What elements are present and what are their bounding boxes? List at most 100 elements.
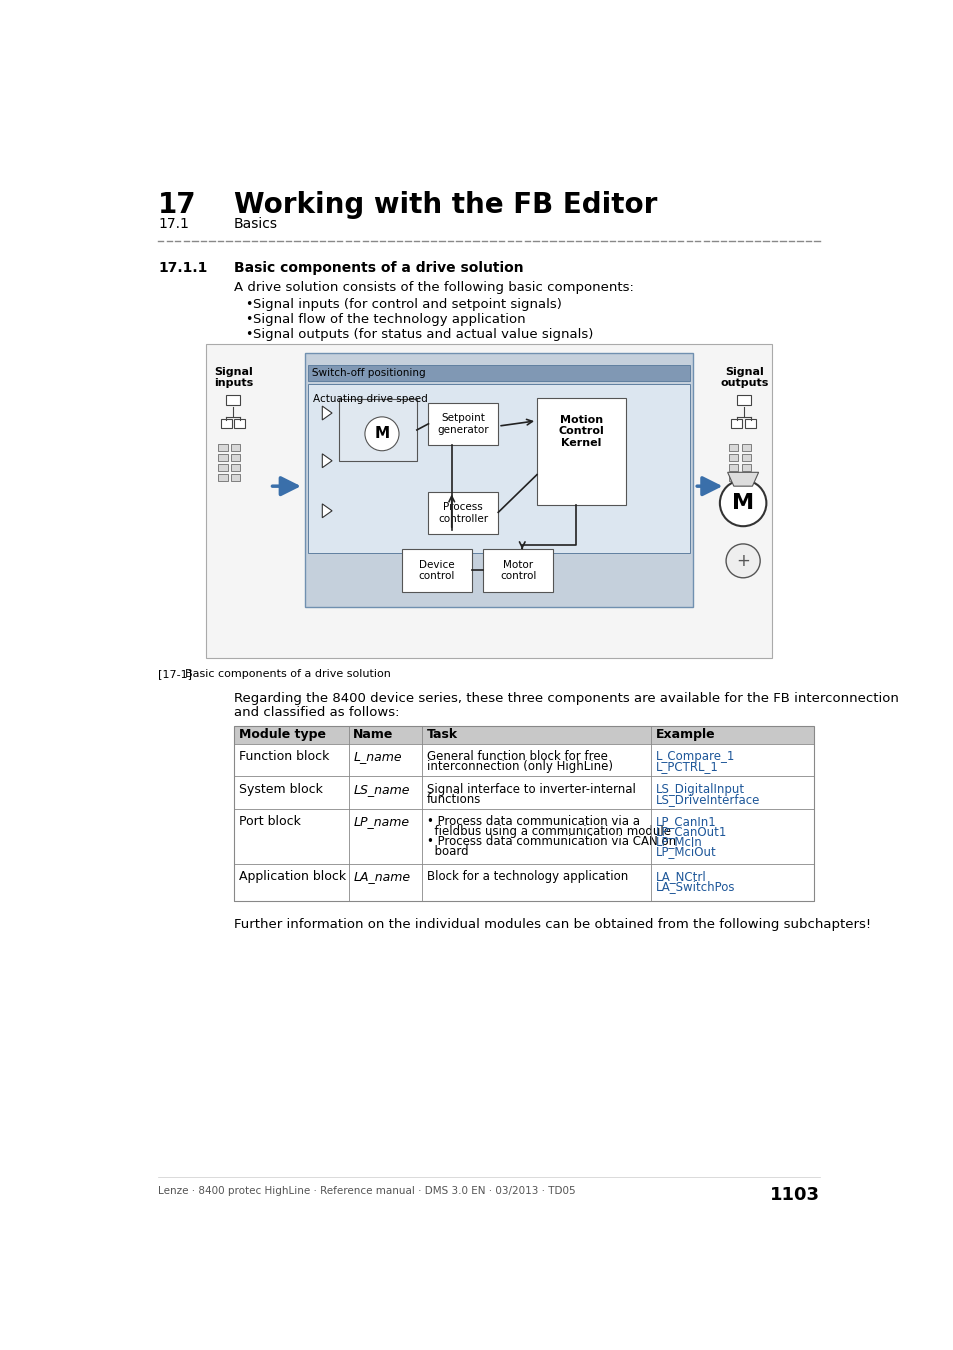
Text: Device
control: Device control [418, 560, 455, 582]
Bar [233, 864, 813, 902]
Text: Signal
inputs: Signal inputs [214, 367, 253, 389]
Bar [218, 454, 228, 460]
Text: LS_DriveInterface: LS_DriveInterface [655, 792, 760, 806]
Bar [537, 398, 625, 505]
Text: Further information on the individual modules can be obtained from the following: Further information on the individual mo… [233, 918, 870, 932]
Bar [728, 464, 738, 471]
Text: Signal inputs (for control and setpoint signals): Signal inputs (for control and setpoint … [253, 297, 560, 310]
Bar [233, 726, 813, 744]
Bar [220, 420, 232, 428]
Bar [233, 809, 813, 864]
Bar [308, 366, 689, 381]
Text: • Process data communication via a: • Process data communication via a [427, 815, 639, 828]
Text: Process
controller: Process controller [437, 502, 488, 524]
Circle shape [365, 417, 398, 451]
Text: LA_NCtrl: LA_NCtrl [655, 871, 705, 883]
Bar [305, 352, 692, 608]
Text: functions: functions [427, 792, 481, 806]
Text: LS_name: LS_name [353, 783, 410, 795]
Text: General function block for free: General function block for free [427, 751, 607, 763]
Text: • Process data communication via CAN on: • Process data communication via CAN on [427, 836, 676, 848]
Bar [231, 444, 240, 451]
Bar [206, 344, 771, 657]
Text: Setpoint
generator: Setpoint generator [437, 413, 489, 435]
Text: LP_name: LP_name [353, 815, 409, 828]
Bar [740, 464, 750, 471]
Text: Basic components of a drive solution: Basic components of a drive solution [185, 668, 391, 679]
Circle shape [725, 544, 760, 578]
Polygon shape [727, 472, 758, 486]
Text: Working with the FB Editor: Working with the FB Editor [233, 192, 657, 219]
Text: A drive solution consists of the following basic components:: A drive solution consists of the followi… [233, 281, 633, 294]
Text: M: M [374, 427, 389, 441]
Text: Basics: Basics [233, 217, 277, 231]
Text: interconnection (only HighLine): interconnection (only HighLine) [427, 760, 612, 774]
Bar [218, 444, 228, 451]
Bar [233, 420, 245, 428]
Bar [231, 454, 240, 460]
Text: Application block: Application block [238, 871, 345, 883]
Text: LP_MciOut: LP_MciOut [655, 845, 716, 859]
Text: Function block: Function block [238, 751, 329, 763]
Text: Task: Task [427, 729, 457, 741]
Text: System block: System block [238, 783, 322, 795]
Text: Signal outputs (for status and actual value signals): Signal outputs (for status and actual va… [253, 328, 593, 342]
Text: LS_DigitalInput: LS_DigitalInput [655, 783, 744, 795]
Text: LA_name: LA_name [353, 871, 410, 883]
Bar [483, 549, 553, 591]
Text: Signal interface to inverter-internal: Signal interface to inverter-internal [427, 783, 635, 795]
Text: 17: 17 [158, 192, 196, 219]
Bar [402, 549, 472, 591]
Text: •: • [245, 328, 252, 342]
Text: Regarding the 8400 device series, these three components are available for the F: Regarding the 8400 device series, these … [233, 691, 898, 705]
Text: LP_CanOut1: LP_CanOut1 [655, 825, 726, 838]
Bar [428, 404, 497, 446]
Bar [218, 464, 228, 471]
Bar [226, 394, 240, 405]
Text: Actuating drive speed: Actuating drive speed [313, 394, 427, 404]
Text: Block for a technology application: Block for a technology application [427, 871, 627, 883]
Text: Example: Example [655, 729, 715, 741]
Bar [728, 474, 738, 481]
Text: L_Compare_1: L_Compare_1 [655, 751, 734, 763]
Text: Basic components of a drive solution: Basic components of a drive solution [233, 261, 523, 274]
Bar [233, 726, 813, 902]
Text: 1103: 1103 [769, 1187, 819, 1204]
Text: and classified as follows:: and classified as follows: [233, 706, 399, 718]
Text: Switch-off positioning: Switch-off positioning [312, 369, 425, 378]
Text: fieldbus using a communication module: fieldbus using a communication module [427, 825, 670, 838]
Text: board: board [427, 845, 468, 859]
Text: •: • [245, 297, 252, 310]
Text: LP_McIn: LP_McIn [655, 836, 701, 848]
Bar [231, 464, 240, 471]
Circle shape [720, 481, 765, 526]
Bar [428, 491, 497, 533]
Bar [339, 400, 416, 460]
Bar [218, 474, 228, 481]
Polygon shape [322, 504, 332, 518]
Text: Motion
Control
Kernel: Motion Control Kernel [558, 414, 604, 448]
Text: [17-1]: [17-1] [158, 668, 192, 679]
Bar [728, 454, 738, 460]
Text: LP_CanIn1: LP_CanIn1 [655, 815, 716, 828]
Bar [308, 383, 689, 554]
Bar [744, 420, 755, 428]
Text: Module type: Module type [238, 729, 325, 741]
Text: ...: ... [311, 363, 320, 374]
Bar [740, 474, 750, 481]
Text: L_PCTRL_1: L_PCTRL_1 [655, 760, 718, 774]
Text: M: M [731, 493, 754, 513]
Text: 17.1: 17.1 [158, 217, 189, 231]
Text: +: + [736, 552, 749, 570]
Text: Signal flow of the technology application: Signal flow of the technology applicatio… [253, 313, 524, 325]
Polygon shape [322, 406, 332, 420]
Bar [728, 444, 738, 451]
Text: LA_SwitchPos: LA_SwitchPos [655, 880, 734, 894]
Text: •: • [245, 313, 252, 325]
Bar [231, 474, 240, 481]
Text: 17.1.1: 17.1.1 [158, 261, 207, 274]
Text: Lenze · 8400 protec HighLine · Reference manual · DMS 3.0 EN · 03/2013 · TD05: Lenze · 8400 protec HighLine · Reference… [158, 1187, 575, 1196]
Bar [233, 744, 813, 776]
Text: Name: Name [353, 729, 394, 741]
Bar [233, 776, 813, 809]
